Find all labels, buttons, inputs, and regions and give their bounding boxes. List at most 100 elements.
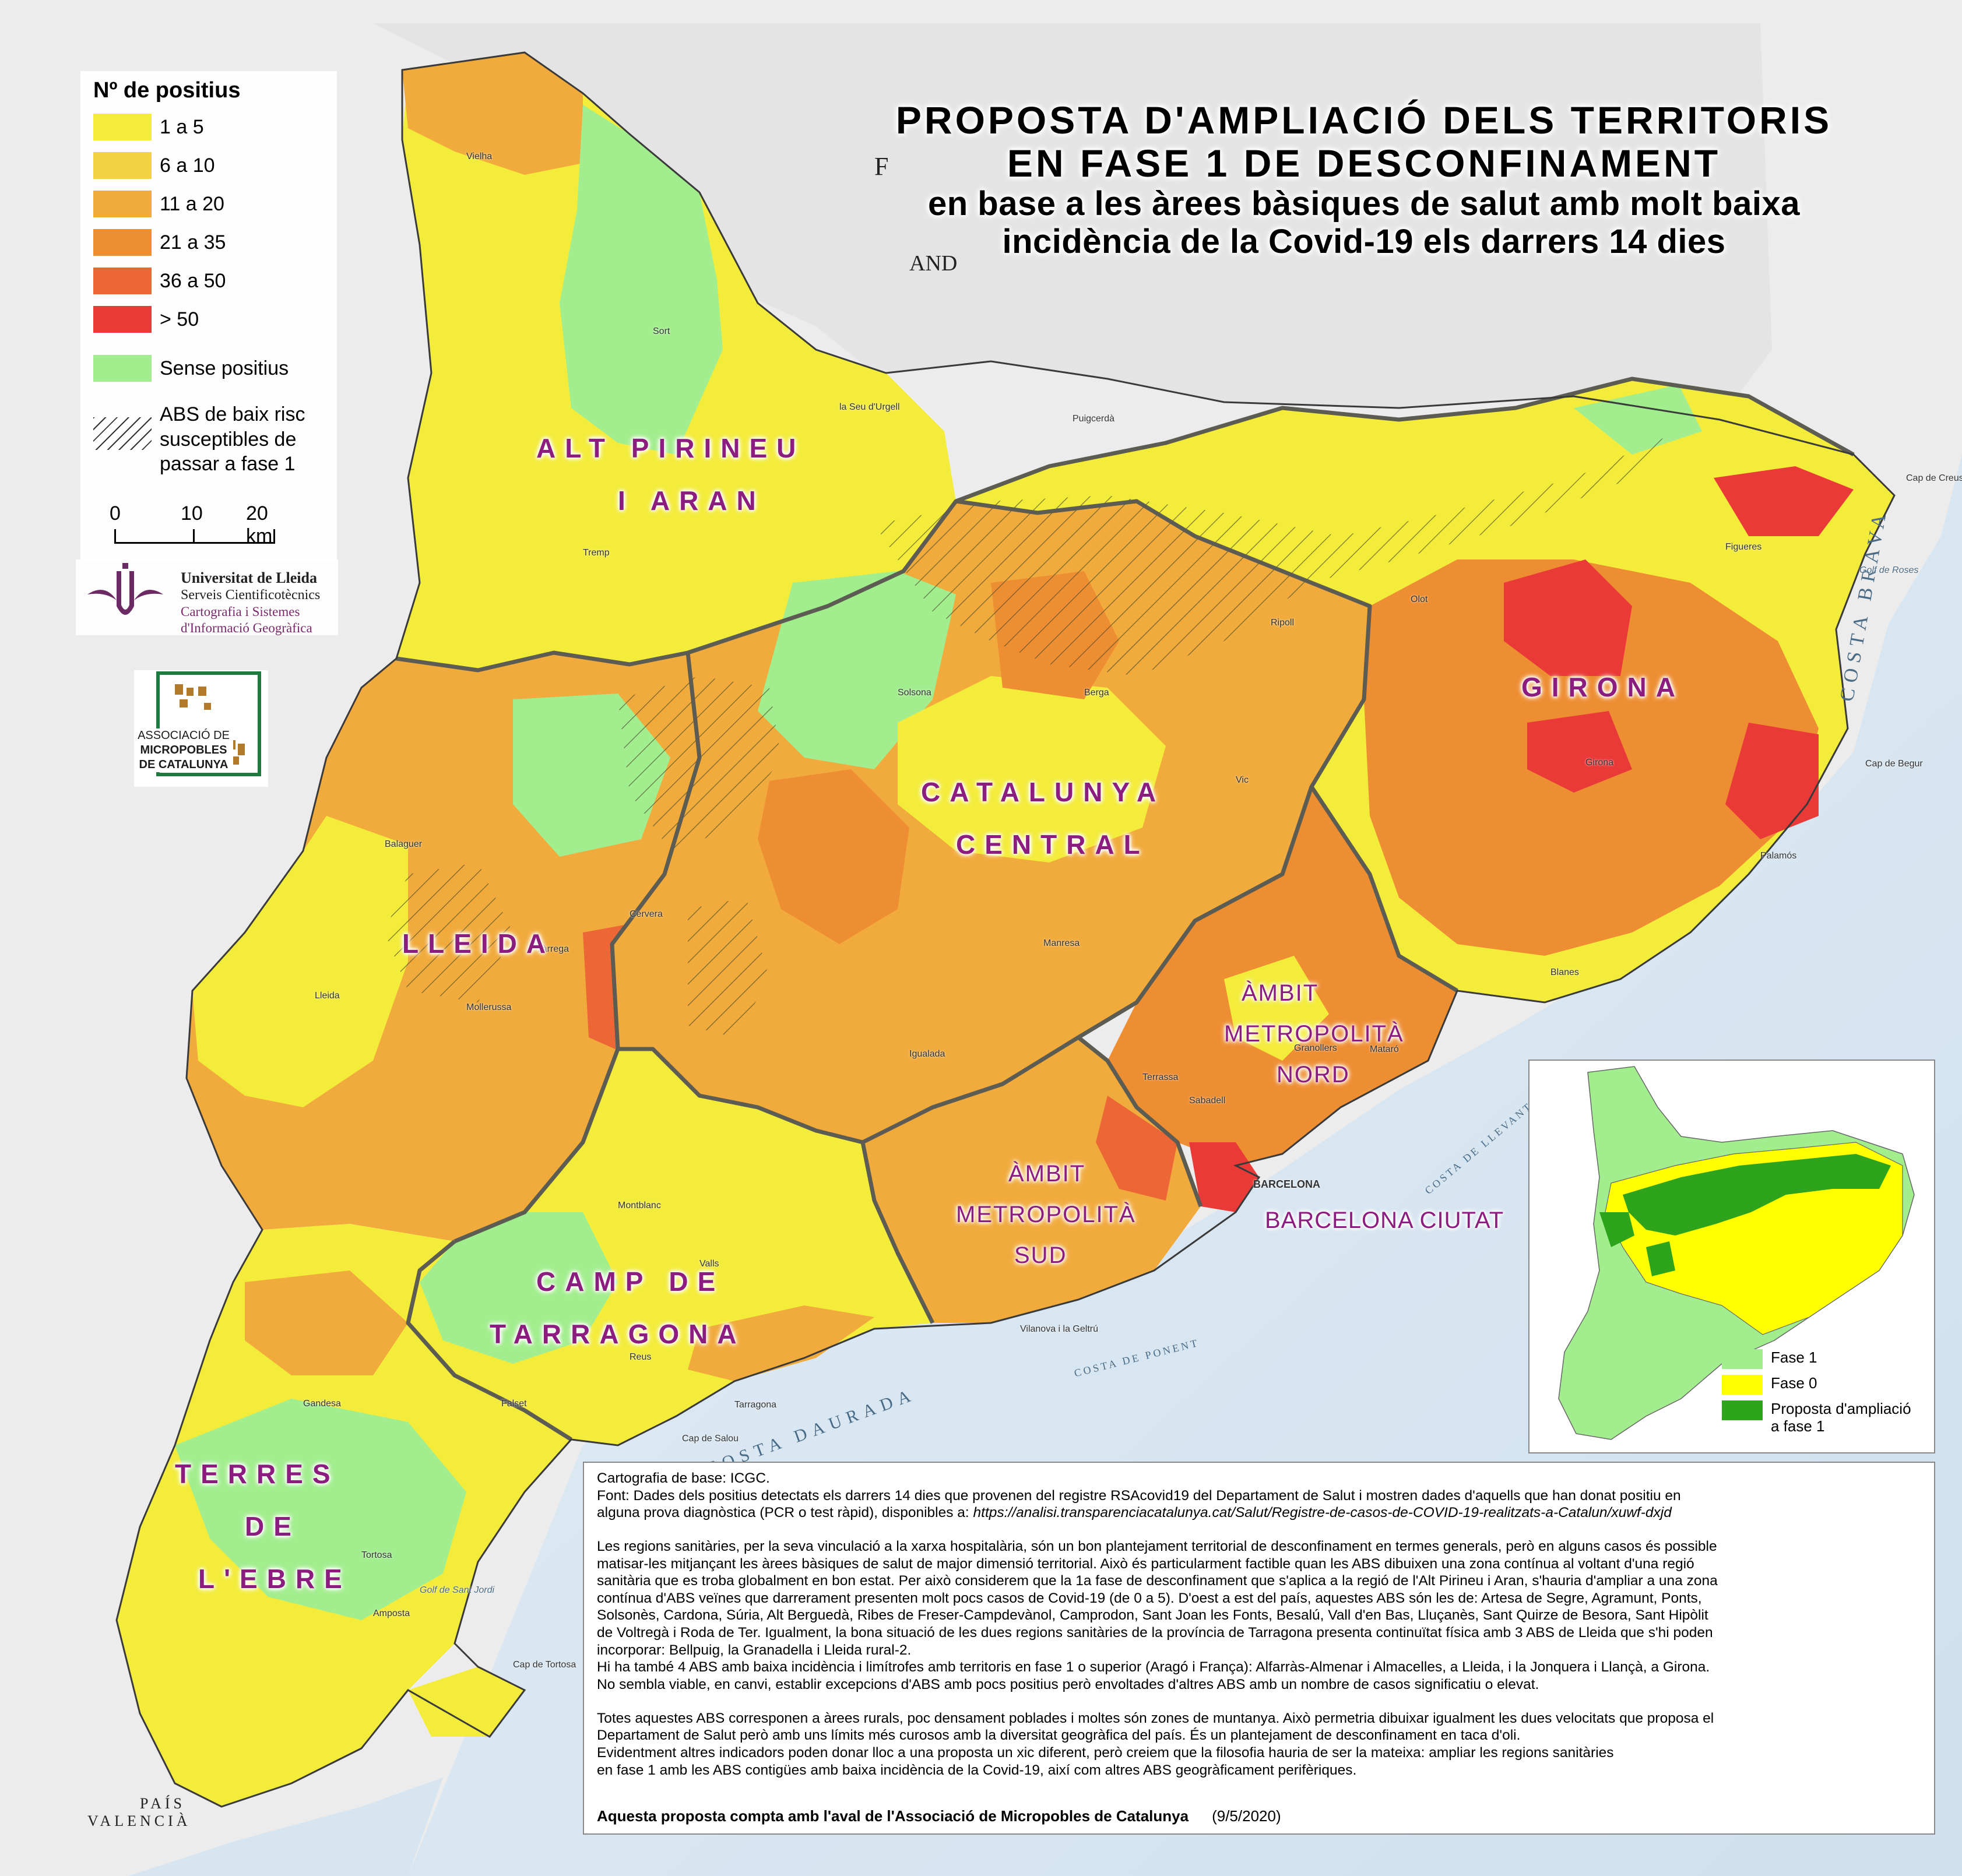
title-line-3: en base a les àrees bàsiques de salut am… xyxy=(928,184,1800,223)
amc-text: ASSOCIACIÓ DE MICROPOBLES DE CATALUNYA xyxy=(134,728,233,772)
tb-line: Hi ha també 4 ABS amb baixa incidència i… xyxy=(597,1659,1710,1676)
region-bcn xyxy=(1189,1142,1259,1212)
city-sort: Sort xyxy=(653,326,670,336)
label-terres: TERRES xyxy=(175,1459,340,1489)
catalonia-outline xyxy=(115,51,1896,1808)
label-ams-1: ÀMBIT xyxy=(1008,1161,1086,1187)
city-puigcerda: Puigcerdà xyxy=(1073,414,1115,424)
city-barcelona: BARCELONA xyxy=(1253,1178,1320,1190)
cap-salou: Cap de Salou xyxy=(682,1434,739,1444)
lleida-west-yellow xyxy=(192,816,408,1107)
terres-orange xyxy=(245,1270,408,1375)
tb-line: Departament de Salut però amb uns límits… xyxy=(597,1727,1521,1744)
city-cervera: Cervera xyxy=(630,909,663,919)
endorsement-text: Aquesta proposta compta amb l'aval de l'… xyxy=(597,1807,1189,1825)
city-valls: Valls xyxy=(699,1259,719,1269)
inset-swatch xyxy=(1722,1400,1763,1420)
scale-label-10: 10 xyxy=(181,502,203,525)
label-amn-2: METROPOLITÀ xyxy=(1224,1021,1404,1047)
label-amn-3: NORD xyxy=(1277,1062,1350,1087)
city-balaguer: Balaguer xyxy=(385,839,423,849)
inset-item-fase0: Fase 0 xyxy=(1722,1374,1911,1395)
tb-line: Les regions sanitàries, per la seva vinc… xyxy=(597,1538,1717,1554)
hatch-label: ABS de baix risc susceptibles de passar … xyxy=(160,402,305,477)
city-amposta: Amposta xyxy=(373,1608,410,1618)
scale-tick xyxy=(193,529,195,542)
city-olot: Olot xyxy=(1411,594,1428,604)
tb-line: Cartografia de base: ICGC. xyxy=(597,1470,770,1486)
city-la-seu: la Seu d'Urgell xyxy=(839,402,900,412)
info-textbox: Cartografia de base: ICGC. Font: Dades d… xyxy=(583,1462,1935,1835)
camp-green xyxy=(420,1212,618,1364)
legend-swatch xyxy=(93,114,152,140)
label-catalunya: CATALUNYA xyxy=(921,777,1166,807)
pais-valencia-label-1: PAÍS xyxy=(140,1795,185,1812)
scale-line xyxy=(114,529,275,544)
inset-label-line: Proposta d'ampliació xyxy=(1771,1400,1911,1417)
tb-text: alguna prova diagnòstica (PCR o test ràp… xyxy=(597,1505,973,1521)
hatch-label-line: susceptibles de xyxy=(160,428,297,450)
label-lleida: LLEIDA xyxy=(402,928,555,959)
legend-item-1: 1 a 5 xyxy=(93,112,204,142)
andorra-label: AND xyxy=(909,251,958,276)
source-link[interactable]: https://analisi.transparenciacatalunya.c… xyxy=(973,1505,1672,1521)
hatch-swatch xyxy=(93,417,152,450)
legend-label: 6 a 10 xyxy=(160,154,215,177)
sea-south xyxy=(0,1778,443,1876)
legend-label: 11 a 20 xyxy=(160,192,224,215)
hatch-label-line: ABS de baix risc xyxy=(160,403,305,425)
cap-begur: Cap de Begur xyxy=(1865,759,1923,769)
city-palamos: Palamós xyxy=(1760,851,1797,861)
hatch-label-line: passar a fase 1 xyxy=(160,453,296,475)
city-tremp: Tremp xyxy=(583,548,610,558)
ebre-delta xyxy=(408,1667,525,1737)
tb-line: matisar-les mitjançant les àrees bàsique… xyxy=(597,1555,1694,1572)
central-orange-red xyxy=(758,769,909,944)
label-amn-1: ÀMBIT xyxy=(1242,980,1319,1006)
city-montblanc: Montblanc xyxy=(618,1201,661,1210)
city-igualada: Igualada xyxy=(909,1049,945,1059)
label-ams-3: SUD xyxy=(1014,1243,1067,1268)
legend-item-2: 6 a 10 xyxy=(93,150,215,181)
title-line-2: EN FASE 1 DE DESCONFINAMENT xyxy=(1007,141,1721,185)
amc-line: ASSOCIACIÓ DE xyxy=(138,729,230,742)
tb-line: incorporar: Bellpuig, la Granadella i Ll… xyxy=(597,1642,912,1658)
amc-logo: ASSOCIACIÓ DE MICROPOBLES DE CATALUNYA xyxy=(134,670,268,787)
inset-item-fase1: Fase 1 xyxy=(1722,1349,1911,1369)
label-alt-pirineu: ALT PIRINEU xyxy=(536,433,806,463)
legend-title: Nº de positius xyxy=(93,78,241,103)
inset-label-line: a fase 1 xyxy=(1771,1417,1825,1435)
inset-label: Fase 1 xyxy=(1771,1349,1817,1366)
udl-emblem-icon xyxy=(87,563,163,615)
legend-item-5: 36 a 50 xyxy=(93,266,226,296)
legend: Nº de positius 1 a 5 6 a 10 11 a 20 21 a… xyxy=(80,71,337,561)
legend-swatch xyxy=(93,355,152,382)
legend-item-hatch xyxy=(93,417,152,450)
city-tortosa: Tortosa xyxy=(361,1550,392,1560)
central-yellow xyxy=(898,676,1166,863)
city-granollers: Granollers xyxy=(1294,1043,1337,1053)
udl-text: Universitat de Lleida Serveis Cientifico… xyxy=(181,569,320,636)
label-ebre: L'EBRE xyxy=(198,1564,351,1594)
city-tarrega: Tàrrega xyxy=(536,944,569,954)
city-lleida: Lleida xyxy=(315,991,340,1001)
france-label: F xyxy=(874,152,889,181)
label-ams-2: METROPOLITÀ xyxy=(956,1202,1136,1227)
legend-label: > 50 xyxy=(160,308,199,330)
tb-line: Font: Dades dels positius detectats els … xyxy=(597,1487,1681,1504)
amc-line: DE CATALUNYA xyxy=(139,758,228,771)
label-bcn: BARCELONA CIUTAT xyxy=(1265,1208,1504,1233)
girona-red-north xyxy=(1714,466,1854,536)
udl-name: Universitat de Lleida xyxy=(181,569,317,586)
scale-label-0: 0 xyxy=(110,502,121,525)
tb-line: contínua d'ABS veïnes que darrerament pr… xyxy=(597,1590,1702,1606)
tb-line: de Voltregà i Roda de Ter. Igualment, la… xyxy=(597,1625,1713,1641)
tb-line: Totes aquestes ABS corresponen a àrees r… xyxy=(597,1710,1714,1726)
aran-orange xyxy=(402,52,583,175)
city-blanes: Blanes xyxy=(1550,967,1579,977)
city-figueres: Figueres xyxy=(1725,542,1762,552)
city-vic: Vic xyxy=(1236,775,1249,785)
france-relief xyxy=(373,23,1772,420)
city-terrassa: Terrassa xyxy=(1142,1072,1179,1082)
inset-label: Fase 0 xyxy=(1771,1374,1817,1392)
